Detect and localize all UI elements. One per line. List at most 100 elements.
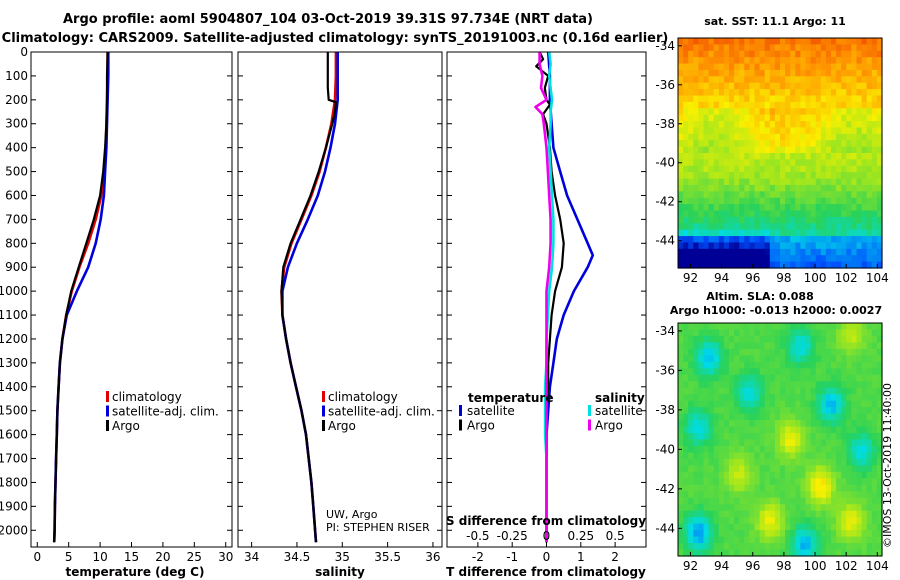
map-cell: [764, 236, 771, 244]
map-cell: [688, 355, 694, 363]
map-cell: [810, 89, 817, 97]
map-cell: [851, 355, 858, 363]
map-cell: [810, 63, 817, 71]
map-cell: [774, 255, 781, 263]
map-cell: [708, 121, 715, 129]
map-cell: [805, 255, 812, 263]
map-cell: [688, 44, 694, 52]
map-cell: [713, 355, 720, 363]
map-cell: [820, 400, 827, 408]
map-cell: [810, 407, 817, 415]
map-cell: [729, 471, 735, 479]
map-cell: [703, 439, 710, 447]
map-cell: [769, 140, 776, 148]
map-cell: [871, 63, 878, 71]
map-cell: [703, 133, 710, 141]
map-cell: [846, 433, 852, 441]
map-cell: [820, 210, 827, 218]
map-cell: [749, 491, 756, 499]
map-cell: [815, 261, 822, 269]
map-cell: [734, 420, 740, 428]
map-cell: [805, 146, 812, 154]
map-cell: [825, 420, 832, 428]
map-cell: [800, 165, 807, 173]
map-cell: [790, 191, 796, 199]
map-cell: [851, 433, 858, 441]
map-cell: [759, 381, 766, 389]
map-cell: [851, 361, 858, 369]
map-cell: [744, 348, 750, 356]
map-cell: [866, 523, 873, 531]
map-cell: [785, 216, 791, 224]
map-cell: [764, 394, 771, 402]
map-cell: [713, 517, 720, 525]
map-cell: [683, 374, 689, 382]
map-cell: [683, 255, 689, 263]
map-cell: [815, 216, 822, 224]
map-cell: [774, 184, 781, 192]
map-cell: [759, 426, 766, 434]
map-cell: [815, 335, 822, 344]
map-cell: [805, 491, 812, 499]
map-cell: [749, 374, 756, 382]
map-cell: [713, 445, 720, 454]
map-cell: [810, 216, 817, 224]
map-cell: [851, 335, 858, 344]
map-cell: [861, 216, 868, 224]
map-cell: [744, 121, 750, 129]
map-cell: [851, 543, 858, 551]
map-x-tick-label: 96: [745, 559, 760, 573]
map-cell: [764, 420, 771, 428]
map-cell: [693, 261, 699, 269]
map-cell: [718, 517, 725, 525]
map-y-tick-label: -42: [655, 195, 675, 209]
map-cell: [871, 76, 878, 84]
map-cell: [744, 465, 750, 473]
map-cell: [693, 439, 699, 447]
title-line-1: Argo profile: aoml 5904807_104 03-Oct-20…: [63, 12, 593, 27]
map-cell: [846, 146, 852, 154]
map-cell: [754, 504, 761, 512]
map-cell: [749, 439, 756, 447]
map-cell: [815, 394, 822, 402]
map-cell: [790, 216, 796, 224]
map-cell: [708, 204, 715, 212]
map-cell: [836, 433, 842, 441]
map-cell: [754, 229, 761, 237]
map-cell: [780, 374, 786, 382]
map-cell: [805, 89, 812, 97]
map-cell: [780, 210, 786, 218]
map-cell: [795, 121, 801, 129]
map-cell: [713, 172, 720, 180]
map-cell: [693, 121, 699, 129]
map-cell: [739, 114, 745, 122]
map-cell: [744, 381, 750, 389]
map-cell: [723, 536, 730, 544]
legend-swatch: [322, 420, 325, 431]
map-cell: [698, 549, 705, 557]
map-cell: [678, 108, 684, 116]
map-cell: [718, 184, 725, 192]
map-cell: [825, 223, 832, 231]
map-cell: [795, 242, 801, 250]
map-cell: [800, 159, 807, 167]
map-cell: [759, 184, 766, 192]
imos-credit: ©IMOS 13-Oct-2019 11:40:00: [881, 383, 894, 548]
map-cell: [769, 523, 776, 531]
map-cell: [825, 323, 832, 331]
map-cell: [876, 361, 883, 369]
y-tick-label: 1000: [0, 284, 28, 298]
legend-label: satellite: [467, 404, 515, 418]
map-cell: [683, 445, 689, 454]
map-cell: [729, 517, 735, 525]
map-cell: [749, 400, 756, 408]
map-cell: [678, 387, 684, 395]
map-cell: [795, 517, 801, 525]
map-cell: [769, 223, 776, 231]
map-cell: [861, 172, 868, 180]
map-cell: [708, 329, 715, 337]
map-cell: [759, 89, 766, 97]
map-cell: [790, 236, 796, 244]
map-cell: [749, 44, 756, 52]
map-cell: [846, 335, 852, 344]
